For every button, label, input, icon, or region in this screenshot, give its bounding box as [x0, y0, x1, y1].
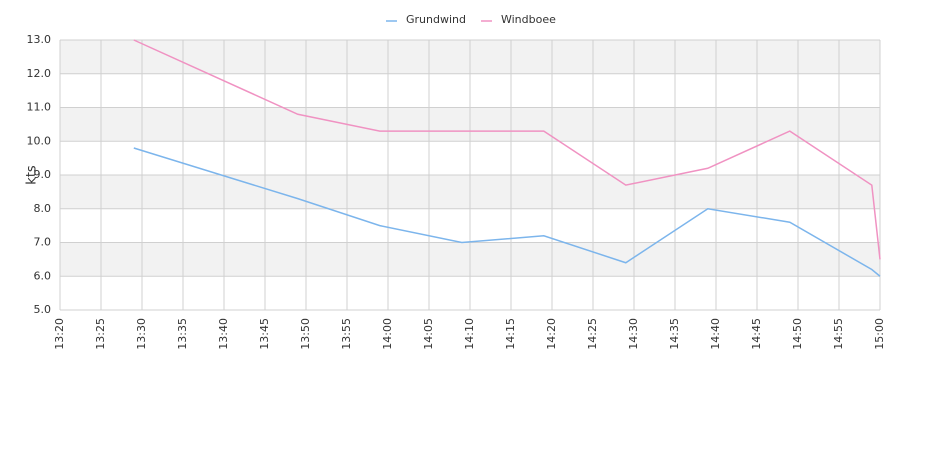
x-tick-label: 14:10 [463, 318, 476, 350]
x-tick-label: 13:40 [217, 318, 230, 350]
x-tick-label: 13:25 [94, 318, 107, 350]
y-tick-label: 11.0 [27, 101, 52, 114]
y-tick-label: 10.0 [27, 134, 52, 147]
x-tick-label: 15:00 [873, 318, 886, 350]
x-tick-label: 13:30 [135, 318, 148, 350]
x-tick-label: 13:45 [258, 318, 271, 350]
x-tick-label: 14:35 [668, 318, 681, 350]
legend-label: Grundwind [406, 13, 466, 26]
y-tick-label: 13.0 [27, 33, 52, 46]
x-tick-label: 14:45 [750, 318, 763, 350]
x-tick-label: 14:25 [586, 318, 599, 350]
x-tick-label: 13:50 [299, 318, 312, 350]
y-tick-label: 6.0 [34, 269, 52, 282]
line-series [133, 147, 881, 277]
x-tick-label: 14:20 [545, 318, 558, 350]
x-tick-label: 13:20 [53, 318, 66, 350]
x-tick-label: 14:50 [791, 318, 804, 350]
y-tick-label: 5.0 [34, 303, 52, 316]
x-tick-label: 13:35 [176, 318, 189, 350]
legend: Grundwind Windboee [386, 13, 556, 26]
x-tick-label: 14:00 [381, 318, 394, 350]
x-tick-label: 14:40 [709, 318, 722, 350]
line-series [133, 39, 881, 260]
y-tick-label: 8.0 [34, 202, 52, 215]
x-tick-label: 14:30 [627, 318, 640, 350]
x-tick-label: 13:55 [340, 318, 353, 350]
y-tick-label: 7.0 [34, 236, 52, 249]
y-tick-label: 9.0 [34, 168, 52, 181]
x-tick-label: 14:05 [422, 318, 435, 350]
x-tick-label: 14:15 [504, 318, 517, 350]
x-tick-label: 14:55 [832, 318, 845, 350]
legend-label: Windboee [501, 13, 556, 26]
y-axis-label: kts [25, 165, 40, 185]
y-tick-label: 12.0 [27, 67, 52, 80]
